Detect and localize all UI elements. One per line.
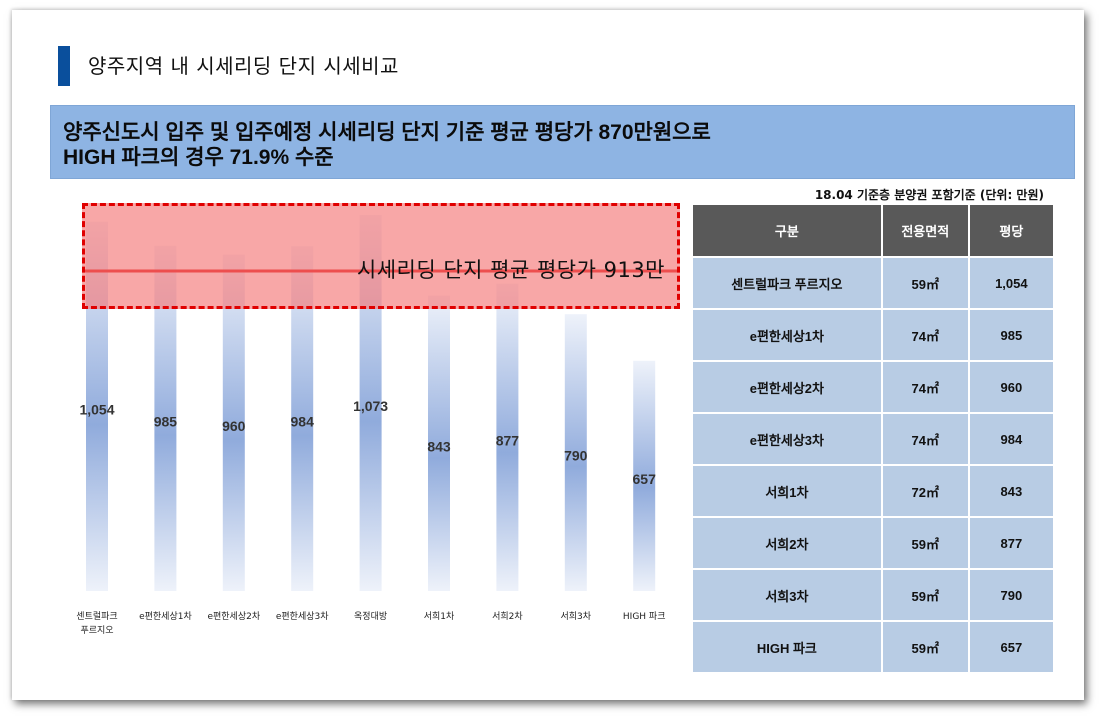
cell-name: HIGH 파크 <box>691 620 883 674</box>
category-tick-label: 서희1차 <box>424 610 455 622</box>
table-row: e편한세상1차 74㎡ 985 <box>691 308 1056 362</box>
cell-name: e편한세상2차 <box>691 360 883 414</box>
cell-name: 센트럴파크 푸르지오 <box>691 256 883 310</box>
category-tick-label: 서희3차 <box>561 610 592 622</box>
bar-chart-svg: 1,054 985 960 984 1,073 843 877 790 657 센트럴파크푸르지… <box>76 214 678 636</box>
banner-line-2: HIGH 파크의 경우 71.9% 수준 <box>63 146 334 169</box>
bar-value-label: 790 <box>564 448 588 464</box>
category-tick-label: 푸르지오 <box>80 625 113 636</box>
cell-price: 984 <box>967 412 1056 466</box>
table-row: e편한세상2차 74㎡ 960 <box>691 360 1056 414</box>
cell-area: 59㎡ <box>880 256 970 310</box>
banner-line-1: 양주신도시 입주 및 입주예정 시세리딩 단지 기준 평균 평당가 870만원으… <box>63 121 711 144</box>
cell-price: 1,054 <box>967 256 1056 310</box>
average-price-label: 시세리딩 단지 평균 평당가 913만 <box>356 258 665 282</box>
table-row: 서희3차 59㎡ 790 <box>691 568 1056 622</box>
category-tick-label: 옥정대방 <box>354 611 387 622</box>
bar <box>428 295 450 591</box>
cell-price: 960 <box>967 360 1056 414</box>
cell-name: e편한세상3차 <box>691 412 883 466</box>
cell-area: 74㎡ <box>880 412 970 466</box>
bar-value-label: 985 <box>154 413 178 429</box>
table-row: e편한세상3차 74㎡ 984 <box>691 412 1056 466</box>
cell-area: 59㎡ <box>880 568 970 622</box>
cell-area: 72㎡ <box>880 464 970 518</box>
cell-price: 877 <box>967 516 1056 570</box>
bar <box>291 246 314 591</box>
bar-value-label: 1,073 <box>353 398 388 414</box>
cell-area: 74㎡ <box>880 308 970 362</box>
average-price-band: 시세리딩 단지 평균 평당가 913만 <box>82 203 680 309</box>
title-accent-bar <box>58 46 70 86</box>
cell-area: 59㎡ <box>880 516 970 570</box>
header-category: 구분 <box>691 203 883 258</box>
category-tick-label: 센트럴파크 <box>76 611 117 622</box>
bar <box>564 314 587 591</box>
table-header-row: 구분 전용면적 평당 <box>691 203 1056 258</box>
bar-value-label: 877 <box>496 432 520 448</box>
cell-price: 657 <box>967 620 1056 674</box>
cell-name: 서희1차 <box>691 464 883 518</box>
category-tick-label: 서희2차 <box>492 610 523 622</box>
cell-name: 서희3차 <box>691 568 883 622</box>
category-tick-label: e편한세상3차 <box>276 610 329 622</box>
table-row: 서희1차 72㎡ 843 <box>691 464 1056 518</box>
bar <box>496 283 519 591</box>
category-tick-label: e편한세상2차 <box>207 610 260 622</box>
cell-price: 843 <box>967 464 1056 518</box>
category-tick-label: HIGH 파크 <box>623 611 666 622</box>
header-price-per-pyeong: 평당 <box>967 203 1056 258</box>
bar <box>154 245 177 591</box>
bar <box>633 360 656 591</box>
bar <box>222 254 245 591</box>
bar-value-label: 984 <box>291 414 315 430</box>
cell-area: 74㎡ <box>880 360 970 414</box>
table-row: HIGH 파크 59㎡ 657 <box>691 620 1056 674</box>
table-row: 서희2차 59㎡ 877 <box>691 516 1056 570</box>
cell-price: 985 <box>967 308 1056 362</box>
category-tick-label: e편한세상1차 <box>139 610 192 622</box>
cell-name: e편한세상1차 <box>691 308 883 362</box>
summary-banner: 양주신도시 입주 및 입주예정 시세리딩 단지 기준 평균 평당가 870만원으… <box>50 105 1075 179</box>
bar-value-label: 657 <box>633 471 657 487</box>
bar <box>86 221 108 592</box>
header-area: 전용면적 <box>880 203 970 258</box>
table-row: 센트럴파크 푸르지오 59㎡ 1,054 <box>691 256 1056 310</box>
cell-name: 서희2차 <box>691 516 883 570</box>
cell-price: 790 <box>967 568 1056 622</box>
price-table: 구분 전용면적 평당 센트럴파크 푸르지오 59㎡ 1,054 e편한세상1차 … <box>691 203 1056 674</box>
cell-area: 59㎡ <box>880 620 970 674</box>
bar-value-label: 843 <box>427 438 451 454</box>
slide: 양주지역 내 시세리딩 단지 시세비교 양주신도시 입주 및 입주예정 시세리딩… <box>12 10 1084 700</box>
table-unit-note: 18.04 기준층 분양권 포함기준 (단위: 만원) <box>814 188 1044 202</box>
bar-value-label: 1,054 <box>79 401 114 417</box>
bar-value-label: 960 <box>222 418 246 434</box>
page-title: 양주지역 내 시세리딩 단지 시세비교 <box>88 54 399 78</box>
